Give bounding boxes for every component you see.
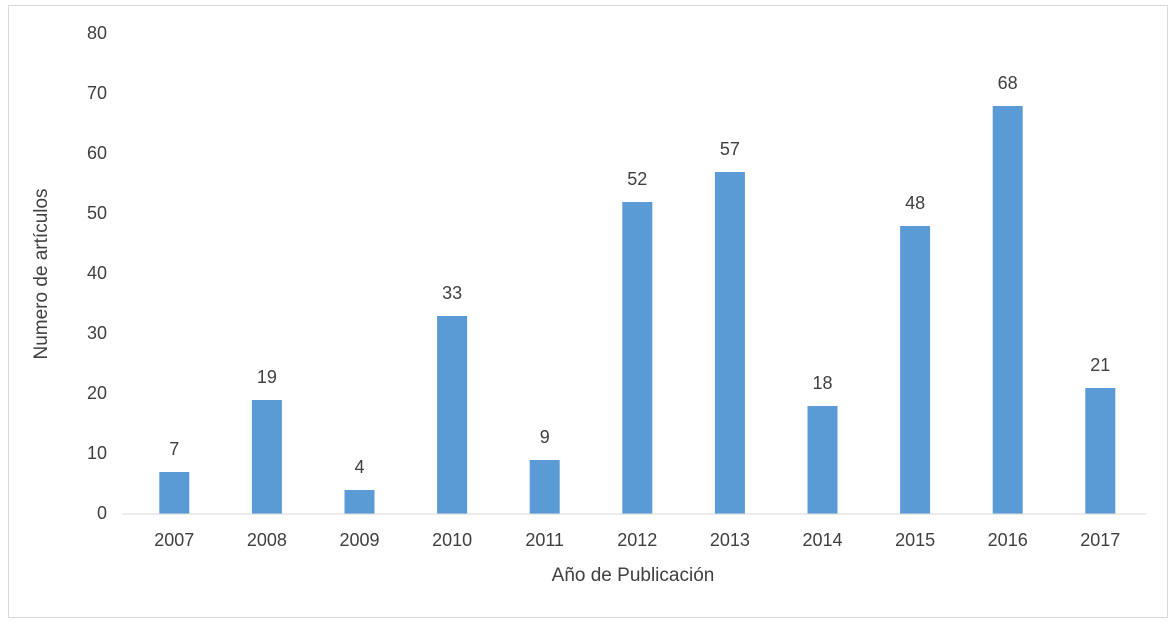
- data-label: 52: [627, 169, 647, 189]
- y-tick-label: 60: [87, 143, 107, 163]
- data-label: 19: [257, 367, 277, 387]
- bar: [1085, 388, 1116, 514]
- x-tick-label: 2008: [247, 530, 287, 550]
- bar: [529, 460, 560, 514]
- data-label: 18: [812, 373, 832, 393]
- y-tick-label: 10: [87, 443, 107, 463]
- x-axis-title: Año de Publicación: [552, 565, 715, 586]
- x-tick-label: 2016: [988, 530, 1028, 550]
- data-label: 68: [998, 73, 1018, 93]
- x-tick-label: 2011: [525, 530, 564, 550]
- y-axis-title: Numero de artículos: [31, 188, 52, 359]
- y-tick-label: 30: [87, 323, 107, 343]
- bar: [622, 202, 653, 514]
- data-label: 48: [905, 193, 925, 213]
- y-tick-label: 20: [87, 383, 107, 403]
- x-tick-label: 2007: [154, 530, 194, 550]
- chart-border: [8, 5, 1168, 618]
- y-tick-label: 0: [97, 503, 107, 523]
- bar: [807, 406, 838, 514]
- data-label: 21: [1090, 355, 1110, 375]
- x-tick-label: 2017: [1080, 530, 1120, 550]
- bar: [437, 316, 468, 514]
- data-label: 4: [354, 457, 364, 477]
- bar: [344, 490, 375, 514]
- x-tick-label: 2010: [432, 530, 472, 550]
- x-tick-label: 2013: [710, 530, 750, 550]
- x-tick-label: 2014: [802, 530, 842, 550]
- x-tick-label: 2015: [895, 530, 935, 550]
- data-label: 33: [442, 283, 462, 303]
- data-label: 7: [169, 439, 179, 459]
- y-tick-label: 50: [87, 203, 107, 223]
- x-tick-label: 2009: [339, 530, 379, 550]
- x-tick-label: 2012: [617, 530, 657, 550]
- data-label: 9: [540, 427, 550, 447]
- bar: [159, 472, 190, 514]
- bar: [992, 106, 1023, 514]
- bar: [251, 400, 282, 514]
- bar: [900, 226, 931, 514]
- bar: [714, 172, 745, 514]
- y-tick-label: 80: [87, 23, 107, 43]
- y-tick-label: 70: [87, 83, 107, 103]
- data-label: 57: [720, 139, 740, 159]
- y-tick-label: 40: [87, 263, 107, 283]
